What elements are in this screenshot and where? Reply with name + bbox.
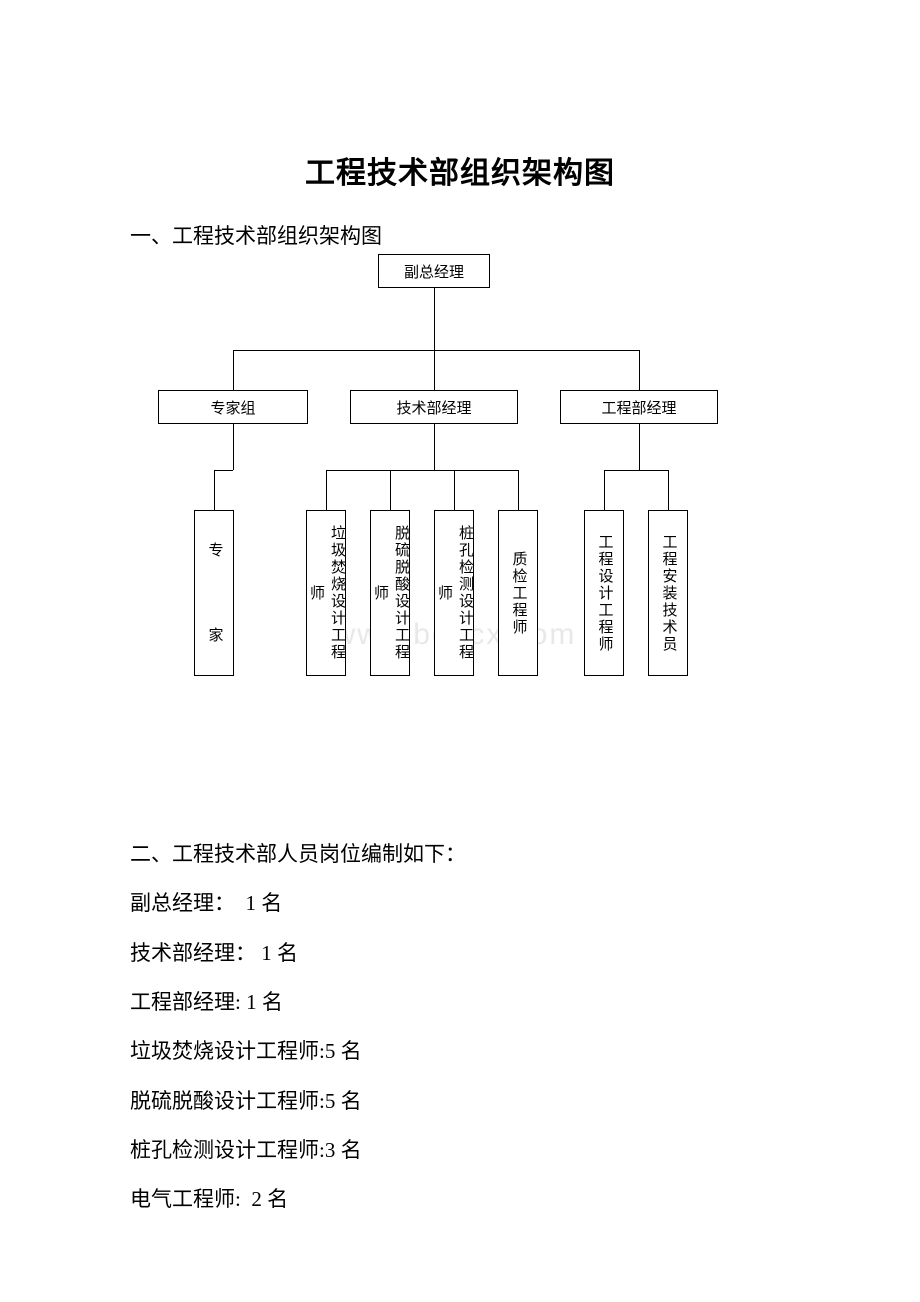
connector-line	[434, 424, 435, 470]
staffing-row: 技术部经理： 1 名	[130, 929, 466, 978]
staffing-row: 垃圾焚烧设计工程师:5 名	[130, 1027, 466, 1076]
page-title: 工程技术部组织架构图	[0, 0, 920, 192]
staffing-section: 二、工程技术部人员岗位编制如下： 副总经理： 1 名技术部经理： 1 名工程部经…	[130, 830, 466, 1225]
org-node-l3c1: 工程设计工程师	[584, 510, 624, 676]
staffing-row: 副总经理： 1 名	[130, 879, 466, 928]
org-node-root: 副总经理	[378, 254, 490, 288]
staffing-list: 副总经理： 1 名技术部经理： 1 名工程部经理: 1 名垃圾焚烧设计工程师:5…	[130, 879, 466, 1224]
connector-line	[668, 470, 669, 510]
staffing-row: 电气工程师: 2 名	[130, 1175, 466, 1224]
connector-line	[639, 350, 640, 390]
connector-line	[326, 470, 327, 510]
org-chart: www.bdocx.com 副总经理专家组技术部经理工程部经理专 家垃圾焚烧设计…	[130, 248, 780, 688]
connector-line	[233, 350, 639, 351]
connector-line	[518, 470, 519, 510]
connector-line	[454, 470, 455, 510]
staffing-row: 桩孔检测设计工程师:3 名	[130, 1126, 466, 1175]
section-1-heading: 一、工程技术部组织架构图	[0, 220, 920, 250]
connector-line	[604, 470, 668, 471]
org-node-l3b2: 脱硫脱酸设计工程师	[370, 510, 410, 676]
connector-line	[639, 424, 640, 470]
staffing-row: 脱硫脱酸设计工程师:5 名	[130, 1077, 466, 1126]
staffing-row: 工程部经理: 1 名	[130, 978, 466, 1027]
connector-line	[214, 470, 215, 510]
org-node-l3a: 专 家	[194, 510, 234, 676]
connector-line	[233, 424, 234, 470]
org-node-l2c: 工程部经理	[560, 390, 718, 424]
org-node-l2a: 专家组	[158, 390, 308, 424]
org-node-l3c2: 工程安装技术员	[648, 510, 688, 676]
connector-line	[434, 288, 435, 350]
connector-line	[326, 470, 518, 471]
org-node-l3b1: 垃圾焚烧设计工程师	[306, 510, 346, 676]
section-2-heading: 二、工程技术部人员岗位编制如下：	[130, 830, 466, 879]
org-node-l2b: 技术部经理	[350, 390, 518, 424]
connector-line	[214, 470, 233, 471]
connector-line	[390, 470, 391, 510]
org-node-l3b3: 桩孔检测设计工程师	[434, 510, 474, 676]
connector-line	[233, 350, 234, 390]
connector-line	[434, 350, 435, 390]
org-node-l3b4: 质检工程师	[498, 510, 538, 676]
connector-line	[604, 470, 605, 510]
